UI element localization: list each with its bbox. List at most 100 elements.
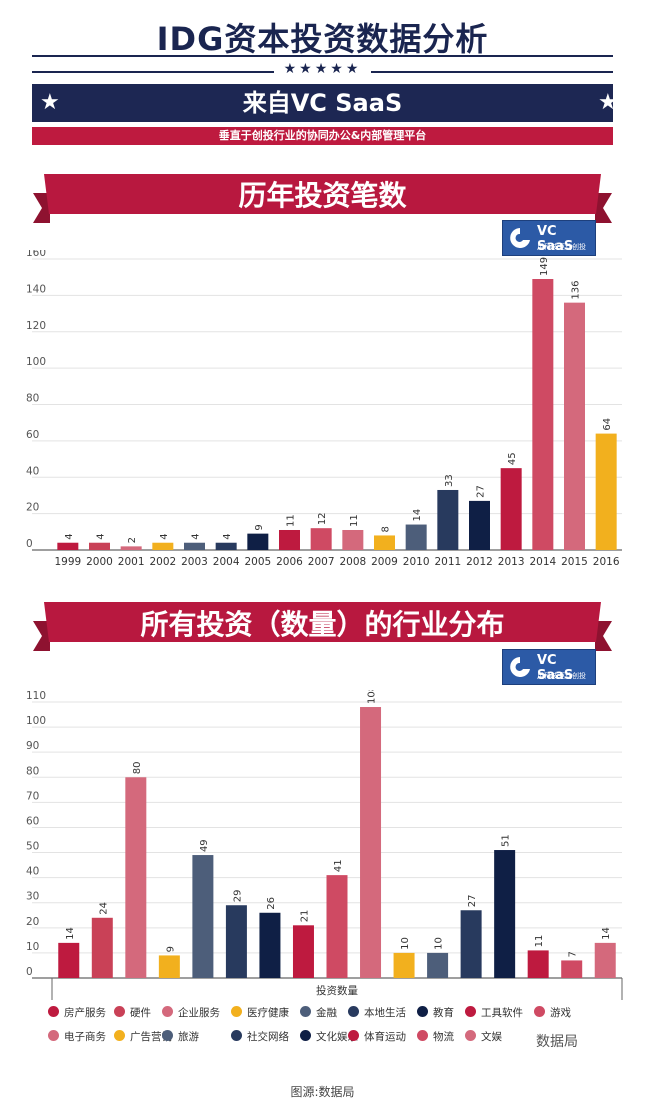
- bar: [91, 917, 113, 978]
- bar: [225, 905, 247, 978]
- value-label: 149: [539, 257, 550, 276]
- x-tick-label: 2014: [529, 556, 556, 568]
- bar: [437, 489, 459, 550]
- legend-label: 旅游: [178, 1031, 199, 1043]
- y-tick-label: 70: [26, 790, 39, 802]
- bar: [192, 855, 214, 978]
- x-tick-label: 2001: [118, 556, 145, 568]
- bar: [561, 960, 583, 978]
- legend-label: 房产服务: [64, 1007, 106, 1019]
- legend-label: 游戏: [550, 1007, 571, 1019]
- x-tick-label: 2008: [339, 556, 366, 568]
- vc-saas-logo-icon: [510, 657, 530, 677]
- legend-row: 电子商务 广告营销 旅游 社交网络 文化娱乐 体育运动 物流 文娱: [48, 1027, 628, 1047]
- value-label: 29: [232, 890, 243, 903]
- value-label: 4: [64, 533, 75, 539]
- legend-item: 电子商务: [48, 1027, 106, 1047]
- legend-label: 物流: [433, 1031, 454, 1043]
- bar: [460, 910, 482, 978]
- value-label: 11: [349, 514, 360, 527]
- x-tick-label: 2015: [561, 556, 588, 568]
- value-label: 41: [333, 859, 344, 872]
- bar: [279, 529, 300, 550]
- bar: [595, 433, 617, 550]
- y-tick-label: 60: [26, 429, 39, 441]
- star-icon: ★: [598, 90, 618, 115]
- value-label: 9: [254, 524, 265, 530]
- value-label: 21: [299, 910, 310, 923]
- value-label: 27: [476, 485, 487, 498]
- legend-label: 电子商务: [64, 1031, 106, 1043]
- legend-swatch: [465, 1006, 476, 1017]
- legend-item: 文化娱乐: [300, 1027, 358, 1047]
- bar: [57, 542, 79, 550]
- chart1-title: 历年投资笔数: [238, 179, 407, 212]
- value-label: 51: [501, 834, 512, 847]
- bar: [527, 950, 549, 978]
- x-axis-label: 投资数量: [316, 984, 358, 997]
- tagline-band: [32, 127, 613, 145]
- bar: [532, 279, 554, 550]
- value-label: 14: [601, 927, 612, 940]
- y-tick-label: 110: [26, 690, 46, 702]
- value-label: 4: [96, 533, 107, 539]
- bar: [310, 528, 332, 550]
- legend-swatch: [162, 1030, 173, 1041]
- legend-label: 企业服务: [178, 1007, 220, 1019]
- legend-row: 房产服务 硬件 企业服务 医疗健康 金融 本地生活 教育 工具软件 游戏: [48, 1003, 628, 1023]
- legend-swatch: [300, 1006, 311, 1017]
- bar: [594, 942, 616, 978]
- value-label: 136: [571, 281, 582, 300]
- bar: [427, 952, 449, 978]
- chart1-yearly-investments: 0 20 40 60 80 100 120 140 160 4 1999 4 2000 2 2001 4 200…: [26, 250, 622, 568]
- x-tick-label: 2011: [434, 556, 461, 568]
- legend-swatch: [465, 1030, 476, 1041]
- value-label: 26: [266, 897, 277, 910]
- legend-item: 硬件: [114, 1003, 151, 1023]
- legend-item: 体育运动: [348, 1027, 406, 1047]
- x-tick-label: 2009: [371, 556, 398, 568]
- bar: [125, 777, 147, 978]
- bar: [184, 542, 205, 550]
- vc-saas-logo: VC SaaS 用科技驱动创投: [502, 220, 596, 256]
- legend-item: 金融: [300, 1003, 337, 1023]
- x-tick-label: 2010: [403, 556, 430, 568]
- legend-swatch: [534, 1006, 545, 1017]
- logo-sub: 用科技驱动创投: [537, 672, 586, 680]
- legend-label: 工具软件: [481, 1007, 523, 1019]
- value-label: 4: [222, 533, 233, 539]
- y-tick-label: 140: [26, 283, 46, 295]
- y-tick-label: 100: [26, 356, 46, 368]
- bar: [326, 875, 348, 978]
- legend-label: 金融: [316, 1007, 337, 1019]
- legend-swatch: [417, 1030, 428, 1041]
- x-tick-label: 2002: [149, 556, 176, 568]
- legend-swatch: [114, 1006, 125, 1017]
- value-label: 4: [191, 533, 202, 539]
- value-label: 14: [65, 927, 76, 940]
- logo-name: VC SaaS: [537, 224, 574, 254]
- bar: [158, 955, 180, 978]
- bar: [120, 546, 142, 550]
- legend-swatch: [417, 1006, 428, 1017]
- legend-swatch: [348, 1006, 359, 1017]
- bar: [342, 529, 364, 550]
- legend-label: 医疗健康: [247, 1007, 289, 1019]
- x-tick-label: 2013: [498, 556, 525, 568]
- value-label: 7: [568, 951, 579, 957]
- rule-left: [32, 71, 274, 73]
- bar: [405, 524, 427, 550]
- source-title: 来自VC SaaS: [242, 89, 403, 117]
- ribbon-tail-left: [33, 193, 50, 223]
- y-tick-label: 120: [26, 320, 46, 332]
- title-rule-top: [32, 55, 613, 57]
- legend-item: 广告营销: [114, 1027, 172, 1047]
- legend-item: 文娱: [465, 1027, 502, 1047]
- legend-label: 本地生活: [364, 1007, 406, 1019]
- legend-item: 旅游: [162, 1027, 199, 1047]
- x-tick-label: 2003: [181, 556, 208, 568]
- value-label: 24: [98, 902, 109, 915]
- legend-swatch: [48, 1006, 59, 1017]
- value-label: 10: [400, 937, 411, 950]
- x-tick-label: 2007: [308, 556, 335, 568]
